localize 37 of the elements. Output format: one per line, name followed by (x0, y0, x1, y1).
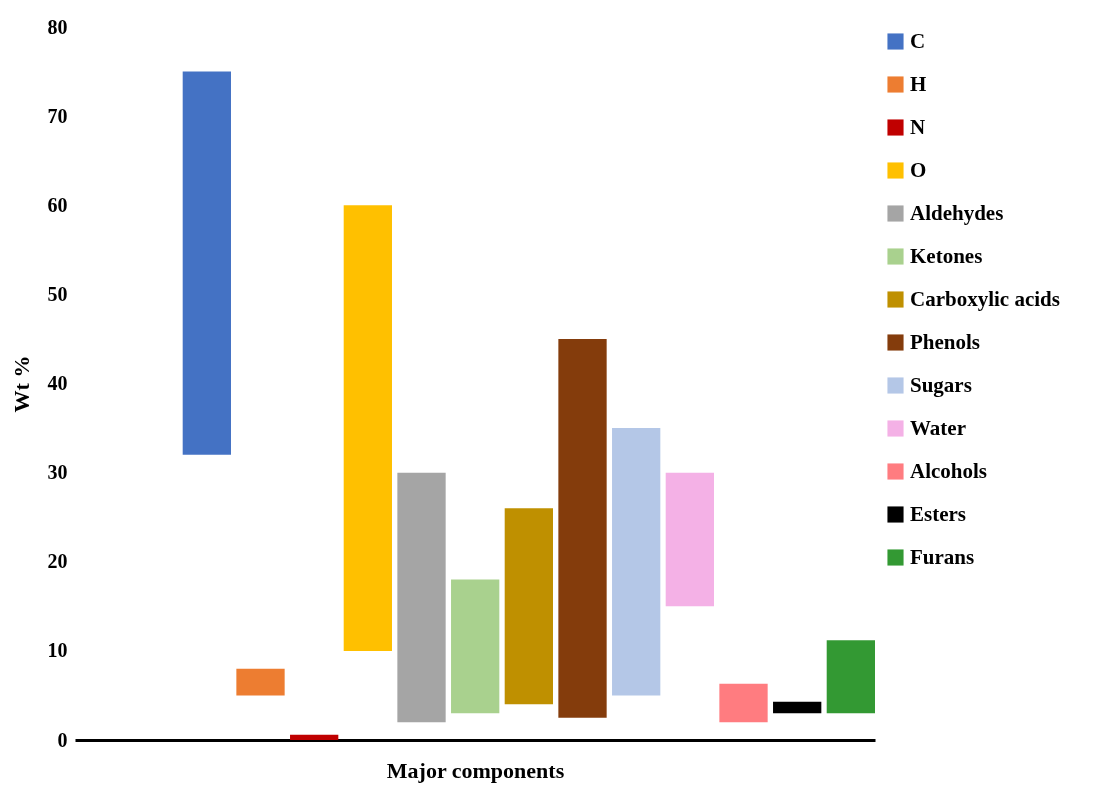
legend-label: H (910, 71, 927, 96)
bar (719, 683, 768, 723)
legend-label: C (910, 28, 926, 53)
bar (826, 640, 875, 714)
y-tick-label: 70 (47, 104, 68, 127)
y-tick-label: 80 (47, 15, 68, 38)
bar (504, 508, 553, 705)
bar (773, 701, 822, 714)
legend-label: Esters (910, 501, 966, 526)
legend-label: Water (910, 415, 966, 440)
bar (612, 428, 661, 696)
x-axis-title: Major components (386, 757, 565, 783)
y-tick-label: 30 (47, 461, 68, 484)
bar (343, 205, 392, 651)
legend-label: Phenols (910, 329, 981, 354)
y-tick-label: 40 (47, 372, 68, 394)
legend-label: O (910, 157, 927, 182)
legend-label: Furans (910, 544, 975, 569)
legend-label: Ketones (910, 243, 983, 268)
bar (182, 71, 231, 455)
legend-label: N (910, 114, 926, 139)
y-tick-label: 0 (57, 728, 68, 751)
bar (397, 472, 446, 723)
bar (290, 734, 339, 740)
bar (665, 472, 714, 607)
y-tick-label: 60 (47, 193, 68, 216)
y-tick-label: 20 (47, 550, 68, 573)
bar (236, 668, 285, 696)
legend-label: Alcohols (910, 458, 988, 483)
legend-label: Carboxylic acids (910, 286, 1060, 311)
y-tick-label: 50 (47, 282, 68, 305)
legend-label: Sugars (910, 372, 972, 397)
bar (558, 338, 607, 718)
bar (451, 579, 500, 714)
y-axis-title: Wt % (8, 355, 34, 413)
legend-label: Aldehydes (910, 200, 1004, 225)
y-tick-label: 10 (47, 639, 68, 662)
